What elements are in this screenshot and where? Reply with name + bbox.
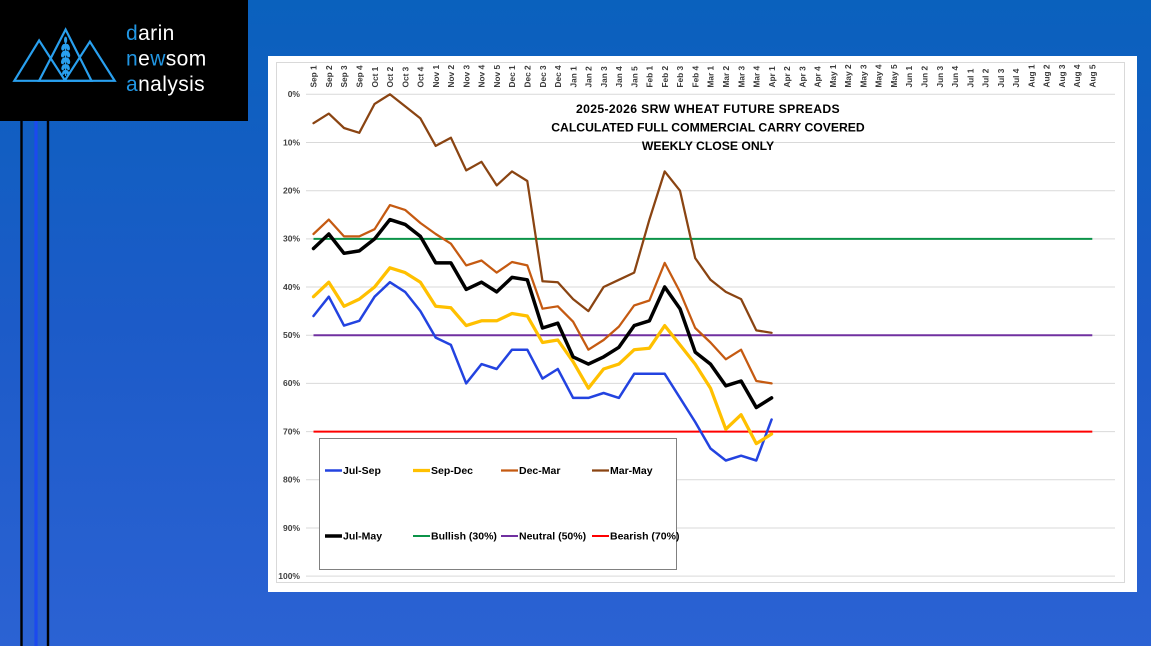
svg-text:Nov 3: Nov 3 xyxy=(461,65,471,88)
svg-text:Dec 4: Dec 4 xyxy=(553,65,563,88)
svg-text:Aug 4: Aug 4 xyxy=(1072,64,1082,87)
svg-text:10%: 10% xyxy=(283,137,300,147)
svg-text:Dec 1: Dec 1 xyxy=(507,65,517,88)
svg-text:40%: 40% xyxy=(283,282,300,292)
svg-text:2025-2026 SRW WHEAT FUTURE SPR: 2025-2026 SRW WHEAT FUTURE SPREADS xyxy=(576,102,840,116)
svg-text:Jun 2: Jun 2 xyxy=(920,65,930,87)
svg-text:Jul 3: Jul 3 xyxy=(996,68,1006,87)
svg-text:Sep 3: Sep 3 xyxy=(339,65,349,88)
svg-text:Nov 4: Nov 4 xyxy=(477,65,487,88)
svg-text:Jul 1: Jul 1 xyxy=(965,68,975,87)
svg-text:May 2: May 2 xyxy=(843,64,853,87)
svg-text:Sep 1: Sep 1 xyxy=(309,65,319,88)
svg-text:Nov 1: Nov 1 xyxy=(431,65,441,88)
svg-text:Jan 1: Jan 1 xyxy=(568,66,578,88)
svg-text:Oct 3: Oct 3 xyxy=(400,66,410,87)
svg-text:Jun 3: Jun 3 xyxy=(935,65,945,87)
svg-text:Mar 3: Mar 3 xyxy=(736,65,746,87)
svg-text:60%: 60% xyxy=(283,378,300,388)
svg-text:Jul 4: Jul 4 xyxy=(1011,68,1021,87)
svg-text:Mar-May: Mar-May xyxy=(610,465,653,477)
svg-text:newsom: newsom xyxy=(126,48,207,71)
svg-text:Jul 2: Jul 2 xyxy=(981,68,991,87)
svg-text:Oct 1: Oct 1 xyxy=(370,66,380,87)
svg-text:Mar 4: Mar 4 xyxy=(752,65,762,87)
svg-text:100%: 100% xyxy=(278,571,300,581)
svg-text:Bearish (70%): Bearish (70%) xyxy=(610,531,679,543)
svg-text:20%: 20% xyxy=(283,186,300,196)
svg-text:Oct 2: Oct 2 xyxy=(385,66,395,87)
svg-text:WEEKLY CLOSE ONLY: WEEKLY CLOSE ONLY xyxy=(642,139,774,153)
svg-text:Neutral (50%): Neutral (50%) xyxy=(519,531,586,543)
svg-text:Oct 4: Oct 4 xyxy=(416,66,426,87)
svg-text:80%: 80% xyxy=(283,475,300,485)
svg-text:Apr 4: Apr 4 xyxy=(813,66,823,88)
svg-text:May 4: May 4 xyxy=(874,64,884,87)
svg-text:Aug 2: Aug 2 xyxy=(1042,64,1052,87)
svg-text:Apr 2: Apr 2 xyxy=(782,66,792,88)
svg-text:Aug 5: Aug 5 xyxy=(1088,64,1098,87)
svg-text:Sep 2: Sep 2 xyxy=(324,65,334,88)
svg-text:Jul-May: Jul-May xyxy=(343,531,382,543)
svg-text:Feb 2: Feb 2 xyxy=(660,65,670,87)
svg-text:Dec 3: Dec 3 xyxy=(538,65,548,88)
svg-text:Feb 1: Feb 1 xyxy=(645,65,655,87)
svg-text:Dec-Mar: Dec-Mar xyxy=(519,465,560,477)
svg-text:Feb 4: Feb 4 xyxy=(691,65,701,87)
svg-text:May 1: May 1 xyxy=(828,64,838,87)
svg-text:70%: 70% xyxy=(283,426,300,436)
svg-text:Feb 3: Feb 3 xyxy=(675,65,685,87)
svg-text:Nov 5: Nov 5 xyxy=(492,65,502,88)
svg-text:Jul-Sep: Jul-Sep xyxy=(343,465,381,477)
svg-text:darin: darin xyxy=(126,22,175,45)
svg-text:Jan 3: Jan 3 xyxy=(599,66,609,88)
svg-text:Jun 1: Jun 1 xyxy=(904,65,914,87)
svg-text:50%: 50% xyxy=(283,330,300,340)
svg-text:Mar 1: Mar 1 xyxy=(706,65,716,87)
svg-text:analysis: analysis xyxy=(126,73,205,96)
svg-text:Jan 4: Jan 4 xyxy=(614,66,624,88)
svg-text:Jan 5: Jan 5 xyxy=(629,66,639,88)
svg-text:Aug 1: Aug 1 xyxy=(1026,64,1036,87)
svg-text:Aug 3: Aug 3 xyxy=(1057,64,1067,87)
svg-text:Apr 3: Apr 3 xyxy=(797,66,807,88)
svg-text:Sep 4: Sep 4 xyxy=(355,65,365,88)
svg-text:Jun 4: Jun 4 xyxy=(950,65,960,87)
svg-text:0%: 0% xyxy=(288,89,301,99)
svg-text:90%: 90% xyxy=(283,523,300,533)
svg-text:Sep-Dec: Sep-Dec xyxy=(431,465,473,477)
svg-text:CALCULATED FULL COMMERCIAL CAR: CALCULATED FULL COMMERCIAL CARRY COVERED xyxy=(551,121,865,135)
svg-text:May 3: May 3 xyxy=(858,64,868,87)
svg-text:Bullish (30%): Bullish (30%) xyxy=(431,531,497,543)
svg-text:Nov 2: Nov 2 xyxy=(446,65,456,88)
svg-text:Apr 1: Apr 1 xyxy=(767,66,777,88)
svg-text:Jan 2: Jan 2 xyxy=(584,66,594,88)
svg-text:Dec 2: Dec 2 xyxy=(523,65,533,88)
svg-text:Mar 2: Mar 2 xyxy=(721,65,731,87)
svg-text:May 5: May 5 xyxy=(889,64,899,87)
svg-text:30%: 30% xyxy=(283,234,300,244)
